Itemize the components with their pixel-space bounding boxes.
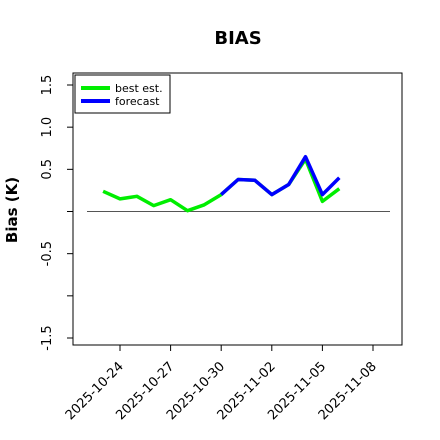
legend-label-best-est: best est. bbox=[115, 82, 163, 95]
series-layer bbox=[102, 154, 341, 213]
y-tick-label: 1.5 bbox=[40, 75, 55, 96]
y-tick-label: 1.0 bbox=[40, 117, 55, 138]
series-line-best-est bbox=[102, 157, 341, 213]
legend-box bbox=[74, 74, 171, 114]
plot-area-frame bbox=[72, 72, 403, 346]
x-axis: 2025-10-242025-10-272025-10-302025-11-02… bbox=[63, 345, 380, 423]
y-axis: -1.5 -0.5 0.5 1.0 1.5 bbox=[40, 75, 73, 351]
y-tick-label: -0.5 bbox=[40, 241, 55, 266]
legend-label-forecast: forecast bbox=[115, 95, 160, 108]
legend: best est. forecast bbox=[74, 74, 171, 114]
chart-title: BIAS bbox=[214, 28, 261, 49]
y-axis-label: Bias (K) bbox=[3, 177, 21, 243]
y-tick-label: -1.5 bbox=[40, 325, 55, 350]
y-tick-label: 0.5 bbox=[40, 159, 55, 180]
series-line-forecast bbox=[220, 154, 341, 197]
